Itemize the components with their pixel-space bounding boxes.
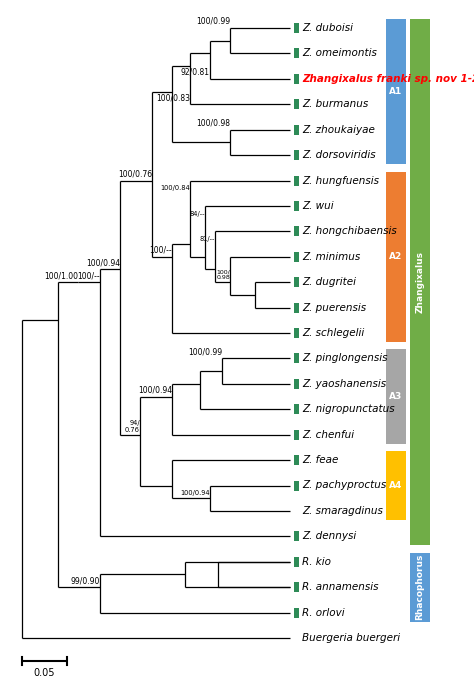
Bar xyxy=(294,404,299,415)
Text: 100/
0.98: 100/ 0.98 xyxy=(216,269,230,280)
Bar xyxy=(294,48,299,59)
Text: Z. feae: Z. feae xyxy=(302,455,338,465)
Text: Z. hongchibaensis: Z. hongchibaensis xyxy=(302,226,397,236)
Bar xyxy=(386,171,406,342)
Text: 92/0.81: 92/0.81 xyxy=(181,68,210,76)
Bar xyxy=(294,125,299,135)
Text: Z. burmanus: Z. burmanus xyxy=(302,99,368,109)
Text: R. orlovi: R. orlovi xyxy=(302,608,345,617)
Bar xyxy=(294,455,299,465)
Text: 100/0.98: 100/0.98 xyxy=(196,119,230,128)
Text: Zhangixalus franki sp. nov 1-2: Zhangixalus franki sp. nov 1-2 xyxy=(302,74,474,84)
Text: Buergeria buergeri: Buergeria buergeri xyxy=(302,633,400,643)
Text: A4: A4 xyxy=(389,481,403,490)
Text: 100/0.99: 100/0.99 xyxy=(196,17,230,26)
Text: Z. puerensis: Z. puerensis xyxy=(302,303,366,313)
Bar xyxy=(294,531,299,542)
Bar xyxy=(294,328,299,338)
Bar xyxy=(294,23,299,33)
Bar xyxy=(294,557,299,567)
Text: 100/0.94: 100/0.94 xyxy=(86,258,120,268)
Bar xyxy=(294,430,299,440)
Bar xyxy=(294,99,299,109)
Text: Z. dennysi: Z. dennysi xyxy=(302,531,356,542)
Text: 99/0.90: 99/0.90 xyxy=(71,576,100,585)
Text: 100/0.94: 100/0.94 xyxy=(138,385,172,395)
Text: Z. omeimontis: Z. omeimontis xyxy=(302,48,377,59)
Bar xyxy=(294,226,299,236)
Text: Z. dorsoviridis: Z. dorsoviridis xyxy=(302,150,375,160)
Bar xyxy=(294,252,299,262)
Bar xyxy=(294,150,299,160)
Bar xyxy=(294,303,299,313)
Text: Z. minimus: Z. minimus xyxy=(302,252,360,262)
Text: A3: A3 xyxy=(389,392,402,401)
Bar xyxy=(294,176,299,186)
Text: 100/0.76: 100/0.76 xyxy=(118,169,152,178)
Text: Z. smaragdinus: Z. smaragdinus xyxy=(302,506,383,516)
Text: Zhangixalus: Zhangixalus xyxy=(416,251,425,313)
Text: Z. yaoshanensis: Z. yaoshanensis xyxy=(302,379,386,389)
Bar xyxy=(294,481,299,490)
Bar xyxy=(294,353,299,363)
Text: Z. chenfui: Z. chenfui xyxy=(302,430,354,440)
Bar xyxy=(294,201,299,211)
Bar xyxy=(294,277,299,287)
Text: R. kio: R. kio xyxy=(302,557,331,567)
Bar xyxy=(386,19,406,164)
Text: Z. nigropunctatus: Z. nigropunctatus xyxy=(302,404,395,415)
Text: A1: A1 xyxy=(389,87,402,96)
Text: Z. zhoukaiyae: Z. zhoukaiyae xyxy=(302,125,375,135)
Text: 100/0.83: 100/0.83 xyxy=(156,94,190,102)
Bar xyxy=(386,350,406,444)
Text: A2: A2 xyxy=(389,252,402,262)
Text: Z. wui: Z. wui xyxy=(302,201,334,211)
Text: 81/--: 81/-- xyxy=(200,236,215,242)
Text: 100/0.99: 100/0.99 xyxy=(188,348,222,357)
Text: Z. dugritei: Z. dugritei xyxy=(302,277,356,287)
Bar xyxy=(294,582,299,592)
Bar xyxy=(410,19,430,545)
Bar xyxy=(294,379,299,389)
Text: R. annamensis: R. annamensis xyxy=(302,582,379,592)
Text: 84/--: 84/-- xyxy=(190,210,205,217)
Text: 100/--: 100/-- xyxy=(149,246,172,255)
Text: 100/0.94: 100/0.94 xyxy=(181,490,210,497)
Text: Rhacophorus: Rhacophorus xyxy=(416,554,425,620)
Bar xyxy=(386,451,406,520)
Text: Z. pinglongensis: Z. pinglongensis xyxy=(302,353,388,363)
Text: Z. pachyproctus: Z. pachyproctus xyxy=(302,481,386,490)
Text: Z. schlegelii: Z. schlegelii xyxy=(302,328,364,338)
Bar xyxy=(410,553,430,622)
Text: Z. hungfuensis: Z. hungfuensis xyxy=(302,176,379,186)
Text: Z. duboisi: Z. duboisi xyxy=(302,23,353,33)
Bar xyxy=(294,74,299,84)
Text: 100/--: 100/-- xyxy=(77,271,100,280)
Text: 100/1.00: 100/1.00 xyxy=(44,271,78,280)
Text: 0.05: 0.05 xyxy=(34,668,55,678)
Bar xyxy=(294,608,299,617)
Text: 94/
0.76: 94/ 0.76 xyxy=(125,419,140,432)
Text: 100/0.84: 100/0.84 xyxy=(160,185,190,191)
